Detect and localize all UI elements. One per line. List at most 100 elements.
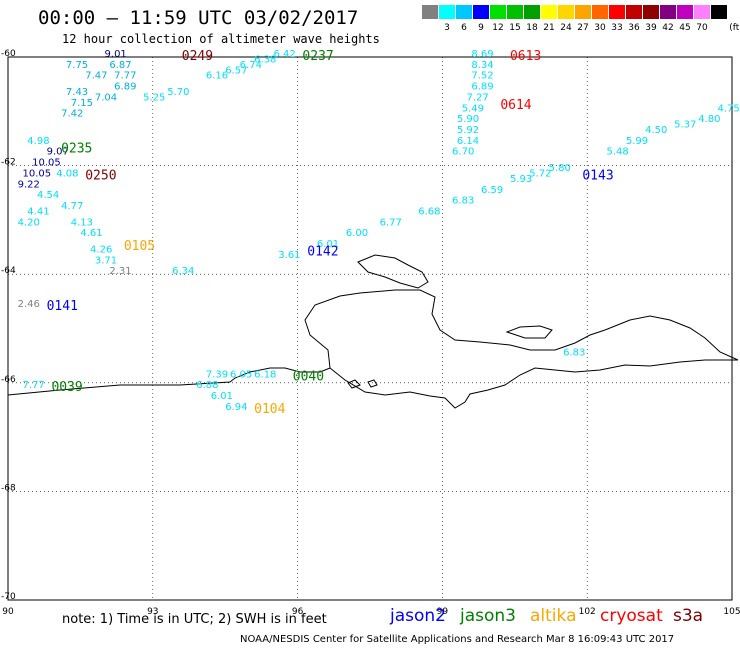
scale-swatch xyxy=(592,5,609,19)
wave-height-value: 6.83 xyxy=(452,196,474,207)
chart-title: 00:00 – 11:59 UTC 03/02/2017 xyxy=(38,7,359,29)
wave-height-value: 6.68 xyxy=(418,206,440,217)
scale-unit: (ft) xyxy=(729,23,740,33)
scale-swatch xyxy=(439,5,456,19)
map-frame xyxy=(7,56,733,601)
satellite-legend-entry: jason2 xyxy=(390,606,446,626)
wave-height-value: 7.43 xyxy=(66,87,88,98)
wave-height-value: 7.47 xyxy=(85,71,107,82)
wave-height-value: 6.42 xyxy=(273,49,295,60)
wave-height-value: 5.92 xyxy=(457,125,479,136)
wave-height-value: 4.61 xyxy=(80,228,102,239)
coastline-ice-shelf xyxy=(329,359,738,409)
island-small-2 xyxy=(367,379,378,388)
wave-height-value: 2.31 xyxy=(109,266,131,277)
pass-time-label: 0249 xyxy=(182,49,213,64)
wave-height-value: 6.59 xyxy=(481,185,503,196)
scale-swatch xyxy=(711,5,728,19)
wave-height-value: 7.04 xyxy=(95,92,117,103)
scale-swatch xyxy=(524,5,541,19)
wave-height-value: 9.01 xyxy=(105,49,127,60)
wave-height-value: 4.80 xyxy=(698,114,720,125)
latitude-tick-label: -66 xyxy=(1,375,16,385)
pass-time-label: 0613 xyxy=(510,49,541,64)
scale-label: 18 xyxy=(526,23,538,33)
scale-label: 27 xyxy=(577,23,589,33)
coastline-main xyxy=(7,289,739,396)
wave-height-value: 9.07 xyxy=(47,147,69,158)
wave-height-value: 6.83 xyxy=(563,348,585,359)
scale-label: 15 xyxy=(509,23,521,33)
scale-swatch xyxy=(541,5,558,19)
antarctic-coastline xyxy=(7,254,739,409)
pass-time-label: 0040 xyxy=(293,369,324,384)
scale-label: 3 xyxy=(444,23,450,33)
wave-height-value: 6.01 xyxy=(317,239,339,250)
wave-height-value: 7.42 xyxy=(61,109,83,120)
wave-height-value: 2.46 xyxy=(18,299,40,310)
wave-height-value: 4.08 xyxy=(56,168,78,179)
scale-label: 12 xyxy=(492,23,504,33)
wave-height-value: 6.01 xyxy=(211,391,233,402)
wave-height-value: 6.18 xyxy=(254,369,276,380)
wave-height-value: 10.05 xyxy=(32,158,61,169)
wave-height-value: 7.39 xyxy=(206,369,228,380)
scale-swatch xyxy=(677,5,694,19)
scale-label: 24 xyxy=(560,23,572,33)
pass-time-label: 0142 xyxy=(307,244,338,259)
satellite-legend-entry: altika xyxy=(530,606,577,626)
wave-height-value: 9.22 xyxy=(18,179,40,190)
wave-height-value: 3.61 xyxy=(278,250,300,261)
longitude-tick-label: 96 xyxy=(292,607,304,617)
wave-height-value: 7.75 xyxy=(66,60,88,71)
footer-credit: NOAA/NESDIS Center for Satellite Applica… xyxy=(240,634,675,645)
wave-height-value: 6.89 xyxy=(471,82,493,93)
wave-height-value: 6.77 xyxy=(380,217,402,228)
wave-height-value: 4.75 xyxy=(718,103,740,114)
wave-height-value: 6.70 xyxy=(452,147,474,158)
wave-height-value: 3.71 xyxy=(95,255,117,266)
wave-height-value: 5.90 xyxy=(457,114,479,125)
wave-height-value: 6.94 xyxy=(225,402,247,413)
wave-height-value: 6.14 xyxy=(457,136,479,147)
pass-time-label: 0237 xyxy=(302,49,333,64)
wave-height-value: 8.34 xyxy=(471,60,493,71)
longitude-tick-label: 90 xyxy=(2,607,14,617)
pass-time-label: 0105 xyxy=(124,239,155,254)
wave-height-value: 7.52 xyxy=(471,71,493,82)
latitude-tick-label: -68 xyxy=(1,483,16,493)
scale-label: 42 xyxy=(662,23,674,33)
pass-time-label: 0614 xyxy=(500,98,531,113)
pass-time-label: 0250 xyxy=(85,168,116,183)
wave-height-value: 7.77 xyxy=(114,71,136,82)
wave-height-value: 5.48 xyxy=(607,147,629,158)
latitude-tick-label: -70 xyxy=(1,592,16,602)
wave-height-value: 5.49 xyxy=(462,103,484,114)
wave-height-value: 4.41 xyxy=(27,206,49,217)
scale-label: 45 xyxy=(679,23,691,33)
wave-height-value: 4.54 xyxy=(37,190,59,201)
longitude-tick-label: 99 xyxy=(437,607,449,617)
chart-subtitle: 12 hour collection of altimeter wave hei… xyxy=(62,32,380,46)
wave-height-value: 8.69 xyxy=(471,49,493,60)
pass-time-label: 0235 xyxy=(61,141,92,156)
wave-height-value: 7.77 xyxy=(22,380,44,391)
satellite-legend-entry: s3a xyxy=(673,606,704,626)
scale-swatch xyxy=(575,5,592,19)
island-east xyxy=(505,325,553,339)
scale-label: 6 xyxy=(461,23,467,33)
longitude-tick-label: 102 xyxy=(579,607,596,617)
wave-height-value: 4.13 xyxy=(71,217,93,228)
pass-time-label: 0141 xyxy=(47,299,78,314)
wave-height-value: 10.05 xyxy=(22,168,51,179)
pass-time-label: 0143 xyxy=(582,168,613,183)
wave-height-value: 6.88 xyxy=(196,380,218,391)
satellite-legend-entry: cryosat xyxy=(600,606,663,626)
scale-swatch xyxy=(609,5,626,19)
scale-swatch xyxy=(507,5,524,19)
wave-height-value: 5.99 xyxy=(626,136,648,147)
wave-height-value: 4.77 xyxy=(61,201,83,212)
wave-height-value: 6.05 xyxy=(230,369,252,380)
scale-label: 21 xyxy=(543,23,555,33)
